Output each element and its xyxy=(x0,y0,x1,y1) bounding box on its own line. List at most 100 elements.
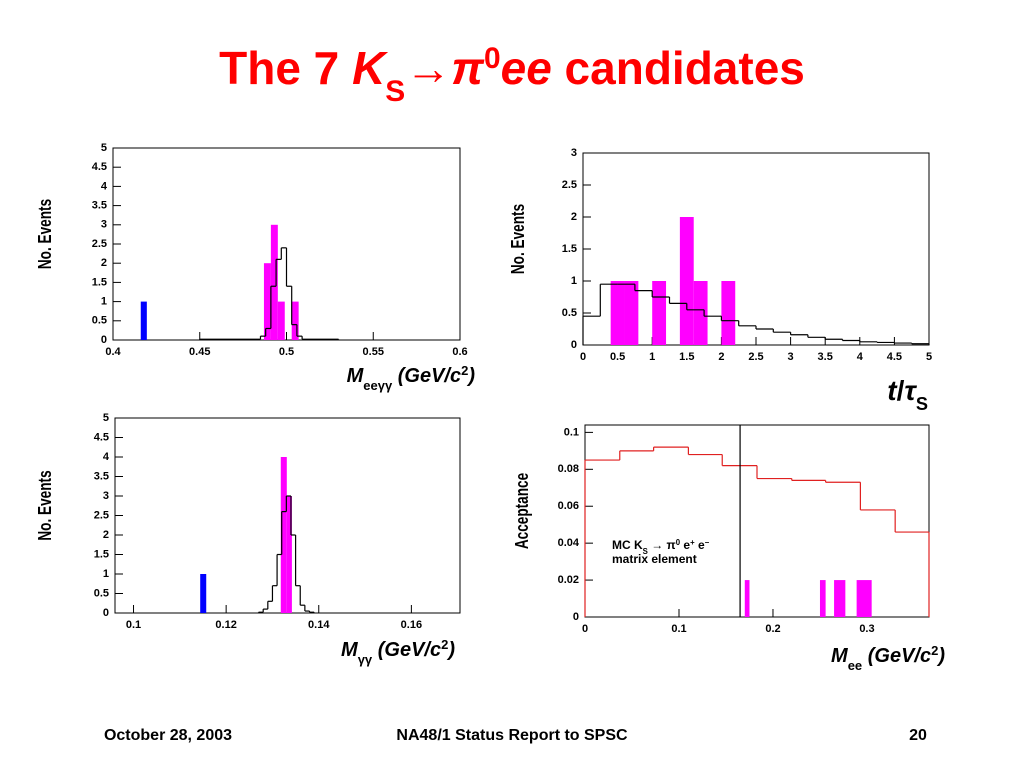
histogram-bar xyxy=(280,457,287,613)
text-part: e xyxy=(695,538,705,552)
slide-title: The 7 KS→π0ee candidates xyxy=(219,42,805,108)
histogram-bar xyxy=(610,281,625,345)
x-tick-label: 4 xyxy=(857,351,864,363)
text-part: matrix element xyxy=(612,552,697,566)
annotation: MC KS → π0 e+ e− xyxy=(612,538,710,556)
text-part: 0 xyxy=(484,42,501,75)
plot-frame xyxy=(112,147,461,341)
histogram-bar xyxy=(744,580,750,617)
x-tick-label: 2.5 xyxy=(748,351,763,363)
text-part: → xyxy=(405,42,451,94)
x-tick-label: 0.2 xyxy=(765,623,780,635)
y-tick-label: 5 xyxy=(103,412,109,424)
y-tick-label: 3 xyxy=(101,219,107,231)
text-part: K xyxy=(352,42,388,94)
y-tick-label: 2.5 xyxy=(94,509,109,521)
y-tick-label: 1.5 xyxy=(94,548,109,560)
text-part: 0 xyxy=(676,538,681,547)
x-tick-label: 2 xyxy=(718,351,724,363)
x-tick-label: 0 xyxy=(582,623,588,635)
text-part: (GeV/c xyxy=(862,645,931,667)
text-part: + xyxy=(690,538,695,547)
y-tick-label: 2 xyxy=(103,529,109,541)
histogram-bar xyxy=(819,580,826,617)
x-axis-title: Mγγ (GeV/c2) xyxy=(341,637,455,667)
text-part: S xyxy=(916,394,928,414)
x-axis-title: t/τS xyxy=(887,375,928,414)
y-tick-label: 0 xyxy=(571,339,577,351)
text-part: M xyxy=(347,365,365,387)
histogram-bar xyxy=(277,301,285,340)
x-tick-label: 0.14 xyxy=(308,619,330,631)
y-tick-label: 0.5 xyxy=(94,587,109,599)
x-tick-label: 0.55 xyxy=(363,346,384,358)
y-axis-title: Acceptance xyxy=(512,473,533,549)
text-part: candidates xyxy=(552,42,805,94)
y-tick-label: 2 xyxy=(571,211,577,223)
histogram-bar xyxy=(624,281,639,345)
histogram-bar xyxy=(200,574,207,613)
footer-date: October 28, 2003 xyxy=(104,727,232,744)
x-axis-title: Mee (GeV/c2) xyxy=(831,643,945,673)
y-tick-label: 0 xyxy=(101,334,107,346)
y-tick-label: 3.5 xyxy=(94,470,109,482)
text-part: 2 xyxy=(461,363,468,378)
text-part: γγ xyxy=(358,652,373,667)
histogram-bar xyxy=(834,580,846,617)
y-tick-label: 4.5 xyxy=(94,431,109,443)
y-tick-label: 4.5 xyxy=(92,161,107,173)
text-part: ee xyxy=(501,42,552,94)
x-tick-label: 0.4 xyxy=(105,346,121,358)
text-part: M xyxy=(831,645,849,667)
y-tick-label: 1 xyxy=(103,568,109,580)
y-tick-label: 0.04 xyxy=(558,537,580,549)
text-part: e xyxy=(680,538,690,552)
y-tick-label: 3 xyxy=(571,147,577,159)
text-part: MC K xyxy=(612,538,643,552)
y-tick-label: 1.5 xyxy=(92,276,107,288)
y-tick-label: 0.1 xyxy=(564,426,579,438)
histogram-bar xyxy=(856,580,872,617)
histogram-bar xyxy=(140,301,147,340)
text-part: 2 xyxy=(441,637,448,652)
text-part: ) xyxy=(446,639,455,661)
plot-frame xyxy=(584,424,930,618)
x-tick-label: 0.1 xyxy=(126,619,141,631)
y-tick-label: 0.02 xyxy=(558,574,579,586)
y-tick-label: 0 xyxy=(103,607,109,619)
histogram-bar xyxy=(286,496,292,613)
text-part: M xyxy=(341,639,359,661)
y-axis-title: No. Events xyxy=(35,470,56,540)
histogram-bar xyxy=(679,217,694,345)
y-axis-title: No. Events xyxy=(35,199,56,269)
text-part: ee xyxy=(848,658,862,673)
y-tick-label: 3.5 xyxy=(92,200,107,212)
histogram-bar xyxy=(291,301,299,340)
footer-page: 20 xyxy=(909,727,927,744)
histogram-bar xyxy=(721,281,736,345)
y-tick-label: 0.06 xyxy=(558,500,579,512)
x-tick-label: 0.3 xyxy=(859,623,874,635)
annotation: matrix element xyxy=(612,552,697,566)
text-part: t xyxy=(887,375,898,406)
x-tick-label: 4.5 xyxy=(887,351,902,363)
y-tick-label: 0.5 xyxy=(562,307,577,319)
histogram-bar xyxy=(652,281,667,345)
text-part: 2 xyxy=(931,643,938,658)
text-part: − xyxy=(705,538,710,547)
x-tick-label: 0.5 xyxy=(279,346,294,358)
x-tick-label: 0 xyxy=(580,351,586,363)
x-tick-label: 0.5 xyxy=(610,351,625,363)
text-part: → π xyxy=(648,538,676,552)
text-part: (GeV/c xyxy=(372,639,441,661)
y-tick-label: 3 xyxy=(103,490,109,502)
y-tick-label: 1 xyxy=(571,275,577,287)
text-part: / xyxy=(897,375,905,406)
y-tick-label: 2.5 xyxy=(562,179,577,191)
y-tick-label: 0.5 xyxy=(92,315,107,327)
text-part: (GeV/c xyxy=(392,365,461,387)
text-part: π xyxy=(451,42,485,94)
y-tick-label: 0 xyxy=(573,611,579,623)
y-tick-label: 4 xyxy=(103,451,110,463)
